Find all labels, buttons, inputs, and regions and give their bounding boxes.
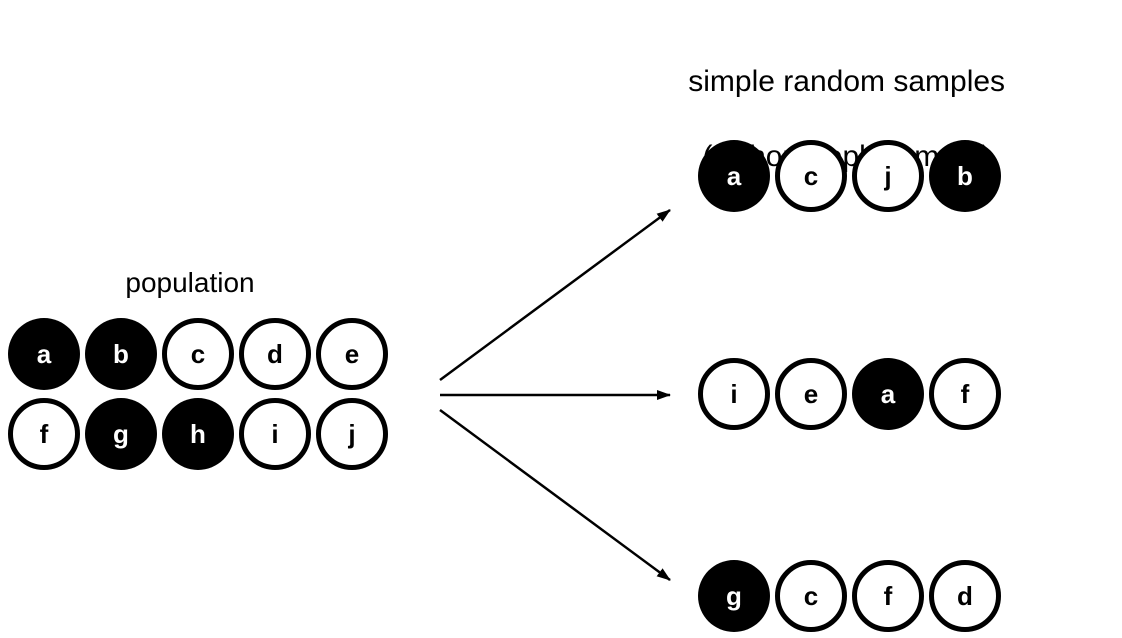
population-ball-f: f <box>8 398 80 470</box>
population-ball-label-d: d <box>267 339 283 370</box>
population-ball-label-h: h <box>190 419 206 450</box>
sample1-ball-c: c <box>775 140 847 212</box>
sample2-ball-e: e <box>775 358 847 430</box>
sample3-ball-g: g <box>698 560 770 632</box>
population-ball-label-e: e <box>345 339 359 370</box>
sample2-ball-label-a: a <box>881 379 895 410</box>
population-label: population <box>40 265 340 300</box>
sample1-ball-label-c: c <box>804 161 818 192</box>
population-ball-label-i: i <box>271 419 278 450</box>
sample1-ball-j: j <box>852 140 924 212</box>
sample1-ball-b: b <box>929 140 1001 212</box>
population-ball-label-b: b <box>113 339 129 370</box>
sample2-ball-label-f: f <box>961 379 970 410</box>
population-ball-c: c <box>162 318 234 390</box>
population-ball-label-c: c <box>191 339 205 370</box>
sample2-ball-a: a <box>852 358 924 430</box>
sample3-ball-c: c <box>775 560 847 632</box>
arrow-3 <box>440 410 670 580</box>
sample1-ball-label-a: a <box>727 161 741 192</box>
population-ball-i: i <box>239 398 311 470</box>
sample3-ball-label-d: d <box>957 581 973 612</box>
population-ball-label-j: j <box>348 419 355 450</box>
population-ball-label-f: f <box>40 419 49 450</box>
sample3-ball-label-g: g <box>726 581 742 612</box>
sample2-ball-label-i: i <box>730 379 737 410</box>
population-ball-label-a: a <box>37 339 51 370</box>
sample1-ball-a: a <box>698 140 770 212</box>
sample1-ball-label-b: b <box>957 161 973 192</box>
population-ball-e: e <box>316 318 388 390</box>
sample2-ball-i: i <box>698 358 770 430</box>
population-ball-d: d <box>239 318 311 390</box>
sample3-ball-label-f: f <box>884 581 893 612</box>
population-ball-label-g: g <box>113 419 129 450</box>
diagram-stage: population simple random samples (withou… <box>0 0 1122 638</box>
population-ball-a: a <box>8 318 80 390</box>
sample2-ball-label-e: e <box>804 379 818 410</box>
samples-title-line1: simple random samples <box>688 65 1005 98</box>
population-ball-g: g <box>85 398 157 470</box>
population-ball-j: j <box>316 398 388 470</box>
population-ball-b: b <box>85 318 157 390</box>
sample3-ball-f: f <box>852 560 924 632</box>
sample3-ball-label-c: c <box>804 581 818 612</box>
sample3-ball-d: d <box>929 560 1001 632</box>
sample1-ball-label-j: j <box>884 161 891 192</box>
population-ball-h: h <box>162 398 234 470</box>
sample2-ball-f: f <box>929 358 1001 430</box>
arrow-1 <box>440 210 670 380</box>
